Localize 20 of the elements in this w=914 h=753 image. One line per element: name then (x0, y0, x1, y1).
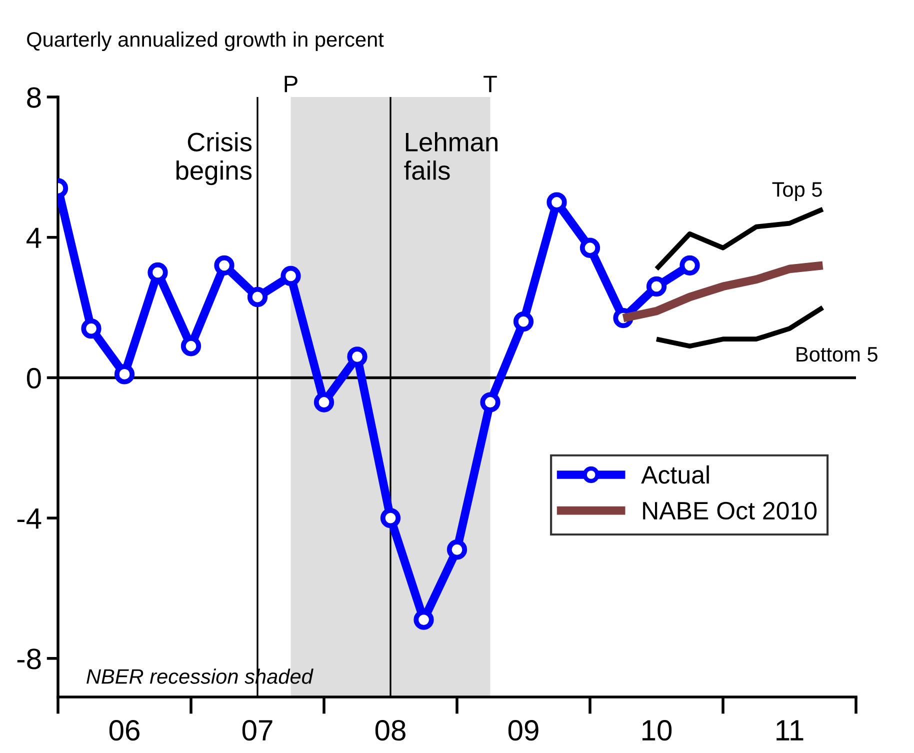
y-tick-label: 8 (27, 87, 41, 108)
text: T (484, 76, 497, 92)
y-tick-label: 4 (26, 228, 42, 248)
y-tick-label: 0 (26, 368, 41, 389)
x-tick-label: 07 (242, 720, 272, 741)
x-tick-label: 10 (642, 720, 672, 741)
ref-line-label: Crisis begins (176, 132, 252, 186)
annotation: Top 5 (772, 182, 822, 201)
y-tick-label: -8 (17, 648, 41, 670)
x-tick-label: 09 (508, 720, 538, 741)
annotation: Bottom 5 (796, 347, 878, 362)
x-tick-label: 11 (776, 720, 804, 740)
legend-label: Actual (641, 465, 709, 484)
ref-line-label: Lehman fails (404, 132, 498, 180)
y-tick-label: -4 (17, 508, 42, 529)
chart-title: Quarterly annualized growth in percent (27, 32, 384, 51)
text: P (284, 76, 298, 92)
x-tick-label: 08 (375, 720, 406, 741)
legend-label: NABE Oct 2010 (643, 502, 817, 520)
x-tick-label: 06 (109, 720, 140, 741)
